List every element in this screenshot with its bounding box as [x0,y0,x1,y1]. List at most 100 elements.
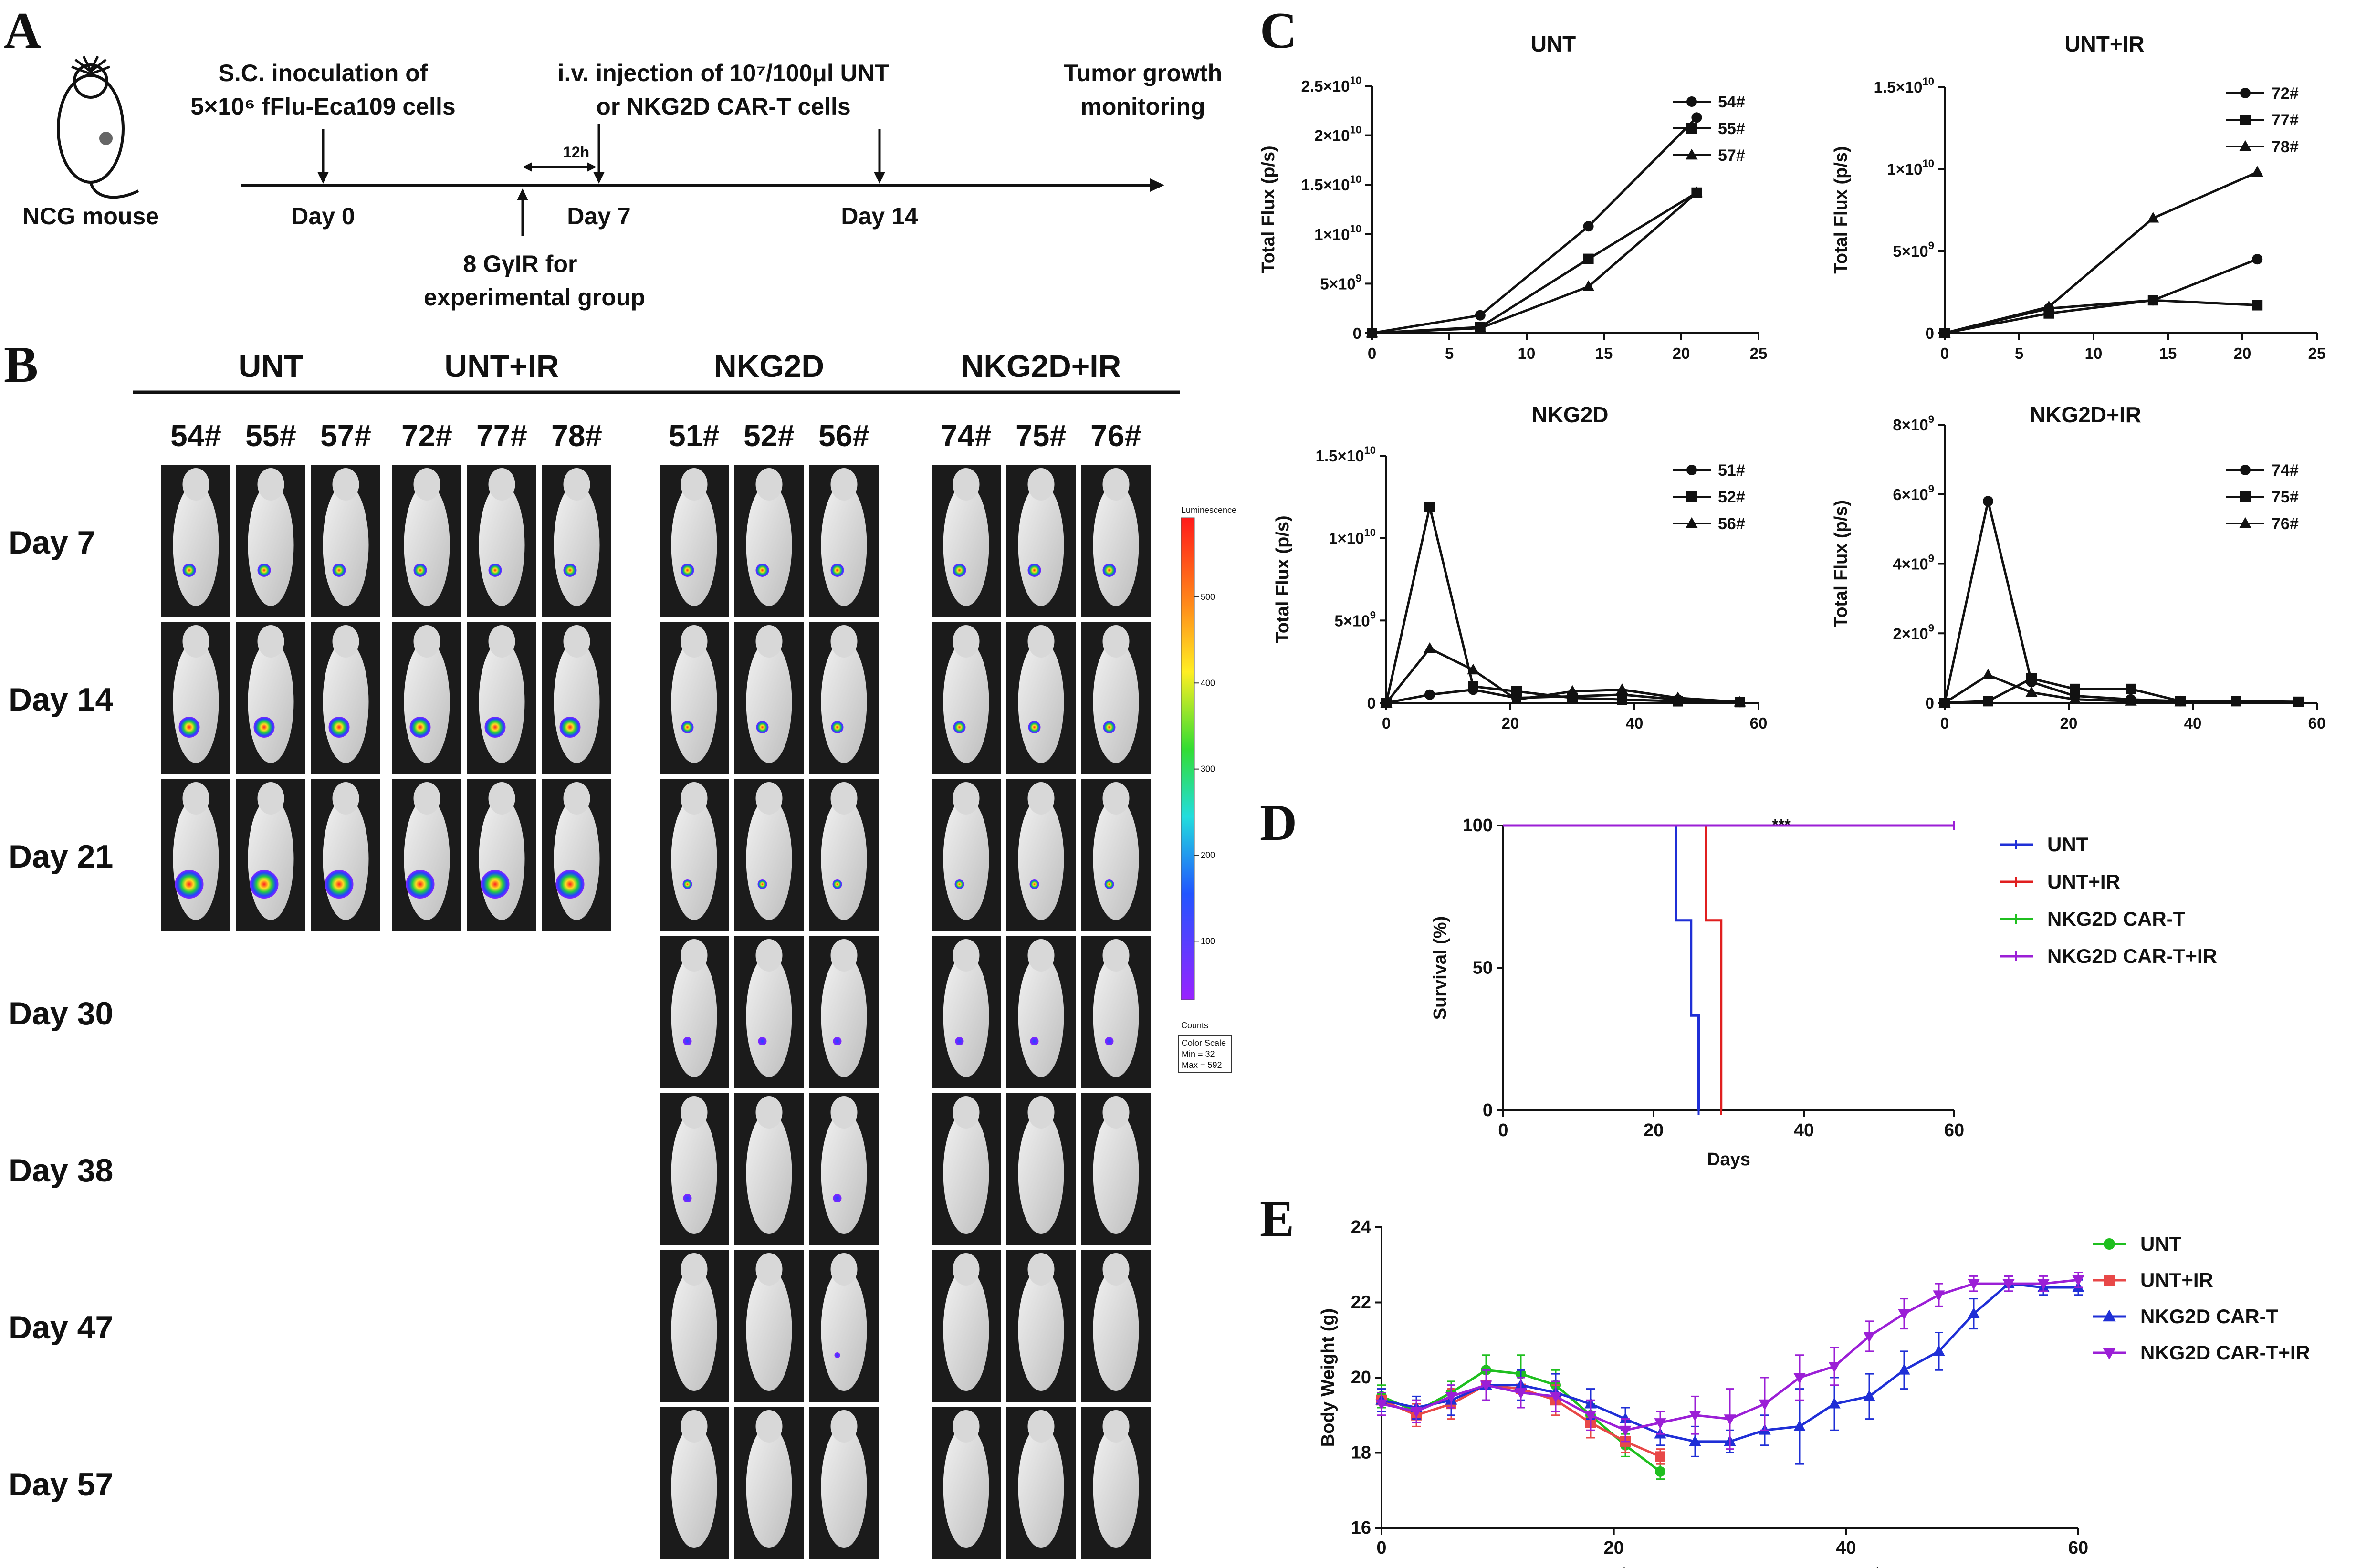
day-label-6: Day 47 [9,1309,113,1346]
tumor-signal [406,870,435,899]
panel-a: A NCG mouse S.C. inoculation of 5×10⁶ fF… [4,2,1222,311]
y-tick-label: 18 [1351,1443,1371,1463]
y-tick-label: 0 [1483,1100,1493,1120]
tumor-signal [758,1037,767,1045]
chart-c4: NKG2D+IR0 20 40 6002×1094×1096×1098×109Tota… [1831,402,2325,732]
mouse-silhouette [323,641,369,763]
mouse-silhouette-head [563,782,590,815]
data-point [1724,1414,1736,1425]
x-tick-label: 5 [2015,345,2023,362]
series-line [1385,506,1740,703]
tumor-signal [682,879,692,889]
legend-entry: NKG2D CAR-T [2000,908,2186,930]
colorbar-tick-label: 100 [1201,936,1215,946]
mouse-silhouette [671,798,717,920]
y-tick-label: 2×109 [1893,622,1934,642]
mouse-silhouette-head [953,1096,980,1129]
x-tick-label: 0 [1940,345,1949,362]
y-axis-label: Survival (%) [1430,916,1450,1020]
imaging-cell [311,622,380,774]
mouse-id-label: 75# [1016,418,1067,453]
data-point [1828,1362,1841,1373]
mouse-silhouette [671,1269,717,1391]
mouse-silhouette [323,798,369,920]
imaging-cell [1081,1093,1151,1245]
mouse-silhouette [1093,1426,1139,1548]
y-tick-label: 1.5×1010 [1316,444,1376,465]
ir-line2: experimental group [424,284,645,311]
y-tick-base: 5×10 [1320,275,1355,293]
mouse-silhouette-head [413,782,440,815]
imaging-cell [542,622,611,774]
mouse-silhouette-head [1027,1410,1055,1443]
data-point [1619,1425,1632,1437]
tumor-signal [832,879,842,889]
tumor-signal [1030,1037,1039,1045]
imaging-cell [1081,779,1151,931]
y-tick-base: 2×10 [1893,625,1928,642]
data-point [1863,1390,1875,1401]
legend-label: 72# [2272,84,2299,103]
imaging-cell [236,622,305,774]
data-point [1982,669,1994,680]
mouse-whiskers [71,55,110,75]
mouse-silhouette-head [332,782,359,815]
imaging-cell [1006,936,1076,1088]
imaging-cell [660,1407,729,1559]
data-point [1983,496,1993,507]
chart-e: 0 20 40 60 16 18 20 22 24 Body Weight (g) Time（day… [1318,1217,2310,1568]
imaging-cell [161,779,230,931]
data-point [2026,673,2037,684]
mouse-id-label: 77# [476,418,527,453]
panel-letter-b: B [4,336,38,393]
legend-entry: UNT [2093,1233,2182,1255]
mouse-silhouette-head [1102,468,1130,501]
legend-entry: 54# [1673,93,1745,111]
y-tick-label: 6×109 [1893,483,1934,503]
data-point [1584,1411,1597,1422]
injection-line1: i.v. injection of 10⁷/100μl UNT [558,60,890,86]
mouse-silhouette [943,641,989,763]
imaging-cell [932,1093,1001,1245]
data-point [1474,322,1487,333]
legend-entry: 56# [1673,515,1745,533]
mouse-id-label: 55# [245,418,296,453]
imaging-cell [660,936,729,1088]
tumor-signal [757,879,767,889]
data-point [2125,695,2137,706]
legend-entry: NKG2D CAR-T+IR [2093,1341,2310,1364]
imaging-cell [542,465,611,617]
data-point [1445,1392,1457,1403]
x-tick-label: 60 [2308,714,2326,732]
y-axis-label: Total Flux (p/s) [1831,146,1851,273]
colorbar-scale-line3: Max = 592 [1182,1060,1222,1070]
mouse-silhouette-head [830,939,858,972]
tumor-signal [488,564,502,577]
mouse-silhouette-head [1027,625,1055,658]
colorbar-unit: Counts [1181,1021,1208,1030]
y-tick-base: 18 [1351,1443,1371,1463]
mouse-silhouette-head [755,468,783,501]
data-point [2126,683,2136,694]
y-tick-label: 1×1010 [1329,527,1376,547]
series-57- [1366,186,1703,338]
data-point [1933,1290,1945,1301]
y-tick-exponent: 10 [1364,444,1376,456]
imaging-cell [311,779,380,931]
legend-marker [1686,96,1697,107]
legend-label: 74# [2272,461,2299,480]
legend-marker [2104,1238,2115,1250]
mouse-silhouette [1093,1112,1139,1234]
imaging-cell [660,779,729,931]
x-tick-label: 10 [1518,345,1536,362]
legend-marker [2239,517,2251,528]
data-point [1515,1388,1527,1399]
mouse-silhouette-head [681,1410,708,1443]
imaging-grid: UNT 54# 55# 57# UNT+IR 72# 77# 78# NKG2D 51# 52# 56… [133,348,1180,1559]
mouse-silhouette-head [1102,1410,1130,1443]
imaging-cell [161,622,230,774]
y-tick-base: 1.5×10 [1316,447,1364,465]
series-54- [1367,112,1702,338]
imaging-cell [660,465,729,617]
